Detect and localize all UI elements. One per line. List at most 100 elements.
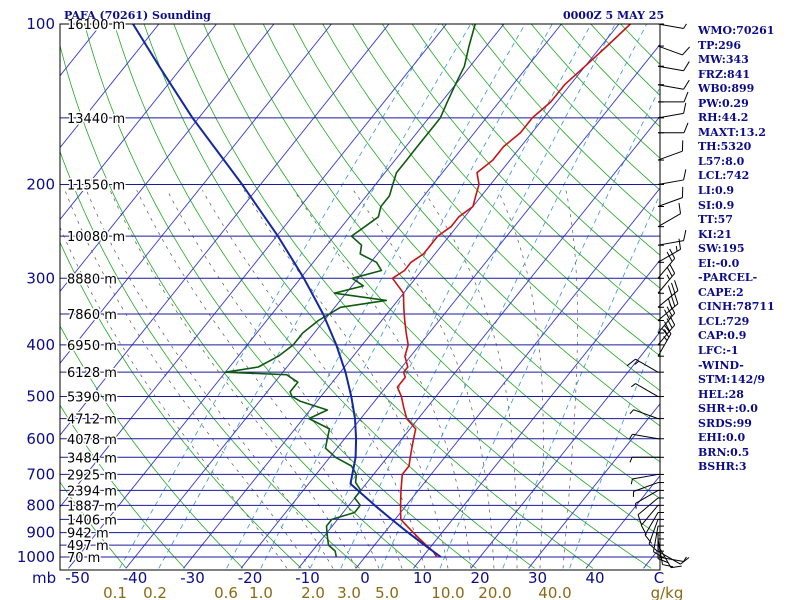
isotherm-line	[355, 187, 660, 569]
isotherm-line	[240, 43, 660, 569]
wind-barb-staff	[657, 23, 684, 30]
wind-barb-staff	[632, 433, 659, 440]
stability-index-item: TP:296	[698, 38, 742, 52]
stability-index-item: SRDS:99	[698, 416, 752, 430]
dry-adiabat-line	[60, 241, 302, 569]
isotherm-line	[68, 24, 505, 569]
mixing-ratio-tick-label: 5.0	[375, 584, 399, 600]
moist-adiabat-line	[497, 190, 544, 569]
temperature-tick-label: C	[654, 569, 664, 587]
dry-adiabat-line	[143, 24, 594, 569]
wind-barb	[637, 497, 659, 526]
mixing-ratio-tick-label: 0.6	[214, 584, 238, 600]
wind-barb	[657, 550, 690, 565]
dry-adiabat-line	[292, 24, 660, 427]
wind-barb-staff	[633, 482, 659, 492]
pressure-tick-label: 300	[26, 269, 55, 287]
moist-adiabat-line	[64, 190, 311, 569]
wind-barb-half	[634, 503, 637, 509]
pressure-tick-label: 100	[26, 15, 55, 33]
height-label: 5390 m	[67, 391, 117, 406]
mixing-ratio-line	[309, 24, 592, 569]
dry-adiabat-line	[411, 24, 660, 289]
isotherm-line	[183, 24, 620, 569]
moist-adiabat-line	[562, 190, 578, 569]
isotherm-line	[60, 24, 160, 149]
isotherm-line	[470, 331, 660, 569]
height-label: 10080 m	[67, 230, 125, 245]
stability-index-item: CAPE:2	[698, 285, 744, 299]
stability-index-item: LI:0.9	[698, 184, 735, 198]
wind-barb-flag	[667, 285, 673, 296]
wind-barb-staff	[657, 303, 679, 321]
wind-barb-staff	[657, 65, 684, 72]
mixing-ratio-line	[158, 24, 472, 569]
wind-barb-half	[666, 274, 671, 280]
mixing-ratio-tick-label: 10.0	[431, 584, 464, 600]
wind-barb-half	[629, 433, 633, 440]
wind-barb	[657, 23, 687, 30]
wind-barb-flag	[653, 551, 663, 558]
stability-index-item: EHI:0.0	[698, 431, 746, 445]
wind-barb-staff	[657, 240, 684, 246]
wind-barb	[629, 456, 658, 463]
plot-frame	[59, 23, 661, 571]
stability-index-item: PW:0.29	[698, 96, 749, 110]
wind-barb-flag	[671, 295, 676, 307]
wind-barb	[630, 383, 659, 397]
mixing-ratio-line	[502, 193, 660, 569]
wind-barb	[634, 489, 659, 509]
stability-index-item: SW:195	[698, 242, 745, 256]
mixing-ratio-line	[439, 86, 660, 569]
height-label: 4712 m	[67, 413, 117, 428]
temperature-tick-label: 10	[413, 569, 432, 587]
wind-barb-flag	[663, 324, 672, 334]
isotherm-line	[413, 259, 660, 569]
wind-barb-staff	[633, 409, 659, 420]
sounding-time: 0000Z 5 MAY 25	[563, 9, 665, 22]
mixing-ratio-tick-label: 40.0	[538, 584, 571, 600]
stability-index-item: TH:5320	[698, 140, 752, 154]
stability-index-item: BSHR:3	[698, 460, 747, 474]
sounding-title: PAFA (70261) Sounding	[64, 9, 211, 22]
pressure-tick-label: 600	[26, 430, 55, 448]
wind-barb-flag	[662, 564, 674, 568]
moist-adiabat-line	[85, 190, 334, 569]
stability-index-item: BRN:0.5	[698, 445, 750, 459]
wind-barb-flag	[661, 328, 670, 338]
wind-barb-flag	[664, 309, 671, 320]
wind-barb-flag	[637, 514, 642, 526]
wind-barb-flag	[666, 251, 673, 262]
pressure-tick-label: 200	[26, 175, 55, 193]
stability-index-item: HEL:28	[698, 387, 744, 401]
wind-barb-staff	[640, 505, 659, 526]
wind-barb-half	[630, 478, 633, 485]
pressure-tick-label: 500	[26, 388, 55, 406]
wind-barb	[630, 473, 659, 485]
moist-adiabat-line	[136, 190, 380, 569]
wind-barb-staff	[635, 489, 659, 504]
mixing-ratio-tick-label: 2.0	[301, 584, 325, 600]
wind-barb-flag	[674, 280, 679, 291]
height-label: 1887 m	[67, 499, 117, 514]
wind-barb-staff	[657, 112, 684, 119]
temperature-tick-label: 0	[360, 569, 370, 587]
wind-barb-staff	[637, 497, 659, 516]
wind-barb	[629, 433, 659, 440]
wind-barb	[657, 186, 684, 207]
height-label: 3484 m	[67, 451, 117, 466]
dry-adiabat-line	[60, 325, 244, 569]
wind-barb-staff	[657, 213, 681, 228]
wind-barb-flag	[644, 534, 653, 544]
stability-index-item: FRZ:841	[698, 67, 751, 81]
height-label: 70 m	[67, 551, 100, 566]
isotherm-line	[0, 12, 53, 568]
wind-barb-staff	[657, 556, 684, 563]
wind-barb-half	[629, 457, 633, 463]
wind-barb-staff	[635, 358, 659, 373]
wind-barb	[657, 293, 679, 321]
wind-barb-flag	[626, 358, 636, 367]
wind-barb	[657, 280, 679, 308]
wind-barb	[657, 169, 687, 185]
